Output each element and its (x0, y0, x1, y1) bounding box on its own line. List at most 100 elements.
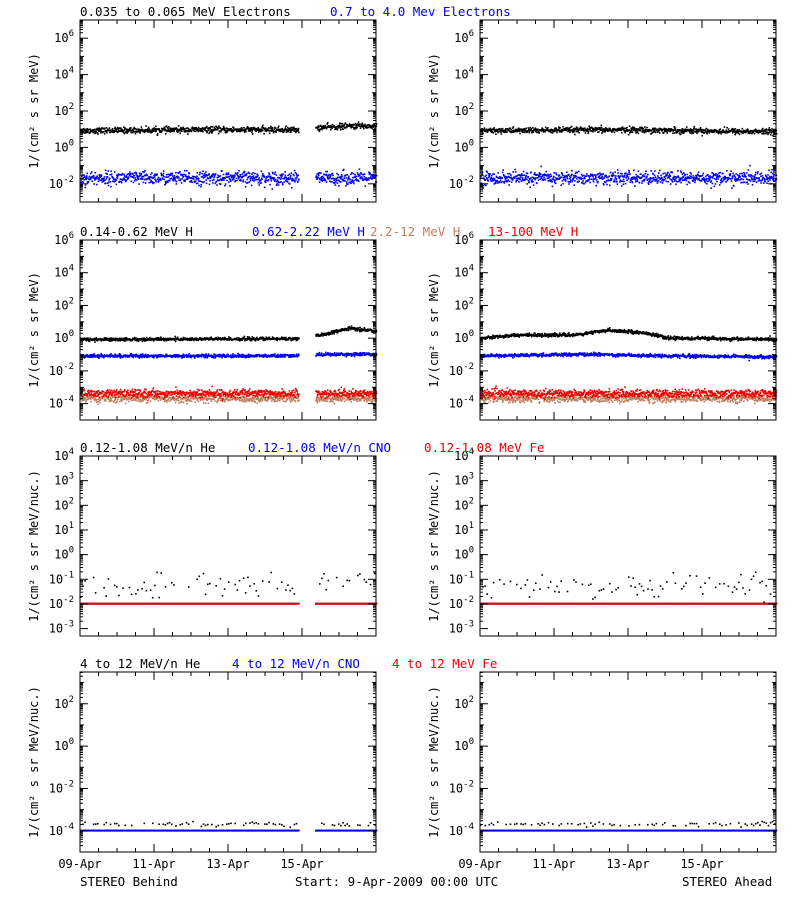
data-point (131, 129, 133, 132)
data-point (179, 127, 182, 130)
data-point (594, 130, 596, 132)
data-point (574, 133, 576, 136)
data-point (196, 127, 199, 130)
data-point (711, 182, 714, 185)
data-point (644, 126, 646, 128)
data-point (89, 176, 92, 179)
data-point (513, 131, 515, 133)
data-point (105, 127, 108, 129)
data-point (288, 173, 291, 176)
data-point (608, 179, 610, 182)
data-point (770, 129, 772, 132)
data-point (207, 177, 210, 180)
data-point (206, 130, 209, 132)
data-point (694, 179, 696, 182)
data-point (206, 131, 208, 134)
data-point (328, 173, 330, 176)
data-point (284, 176, 286, 179)
data-point (572, 178, 575, 180)
data-point (182, 173, 184, 176)
data-point (142, 181, 145, 184)
data-point (355, 179, 357, 181)
data-point (220, 178, 222, 180)
data-point (737, 132, 740, 135)
data-point (710, 180, 713, 182)
data-point (360, 172, 362, 174)
data-point (141, 128, 143, 131)
data-point (754, 174, 757, 176)
data-point (122, 177, 125, 179)
data-point (139, 178, 142, 180)
data-point (211, 175, 213, 178)
data-point (706, 183, 708, 185)
data-point (725, 177, 728, 179)
data-point (736, 179, 739, 182)
data-point (718, 172, 720, 174)
data-point (631, 181, 634, 184)
data-point (125, 175, 128, 177)
data-point (180, 126, 182, 129)
data-point (546, 175, 548, 177)
data-point (80, 179, 82, 181)
data-point (348, 177, 351, 180)
data-point (186, 169, 188, 172)
data-point (297, 127, 300, 130)
data-point (707, 177, 709, 180)
data-point (708, 130, 710, 133)
data-point (202, 170, 204, 172)
data-point (267, 128, 269, 130)
data-point (504, 176, 506, 179)
data-point (263, 186, 266, 189)
data-point (753, 176, 755, 179)
data-point (274, 180, 276, 183)
data-point (146, 129, 149, 131)
data-point (270, 354, 273, 356)
data-point (371, 174, 374, 177)
data-point (681, 131, 684, 134)
data-point (284, 171, 286, 173)
data-point (609, 184, 611, 187)
data-point (354, 176, 357, 179)
data-point (349, 178, 351, 181)
data-point (232, 177, 235, 180)
data-point (483, 177, 485, 179)
data-point (209, 131, 211, 133)
data-point (736, 178, 738, 180)
data-point (532, 127, 534, 129)
data-point (638, 128, 641, 131)
data-point (697, 171, 700, 174)
data-point (199, 128, 202, 130)
data-point (509, 172, 511, 175)
data-point (85, 129, 88, 132)
data-point (347, 183, 349, 185)
data-point (671, 171, 673, 174)
data-point (757, 171, 759, 173)
data-point (139, 132, 141, 134)
data-point (153, 182, 155, 184)
data-point (548, 129, 551, 131)
data-point (357, 121, 360, 123)
data-point (247, 126, 249, 129)
data-point (339, 176, 341, 178)
data-point (259, 128, 261, 130)
data-point (699, 129, 701, 132)
data-point (318, 181, 321, 183)
data-point (261, 128, 263, 131)
data-point (132, 176, 134, 179)
data-point (351, 125, 353, 127)
data-point (500, 128, 503, 130)
data-point (205, 126, 207, 129)
data-point (297, 181, 299, 183)
data-point (664, 176, 666, 178)
data-point (296, 130, 298, 133)
data-point (246, 181, 249, 184)
data-point (511, 179, 514, 181)
data-point (564, 177, 566, 179)
data-point (291, 126, 293, 129)
data-point (216, 184, 218, 186)
data-point (708, 175, 710, 178)
data-point (623, 176, 626, 178)
data-point (663, 128, 665, 131)
data-point (287, 130, 289, 133)
data-point (632, 128, 634, 130)
